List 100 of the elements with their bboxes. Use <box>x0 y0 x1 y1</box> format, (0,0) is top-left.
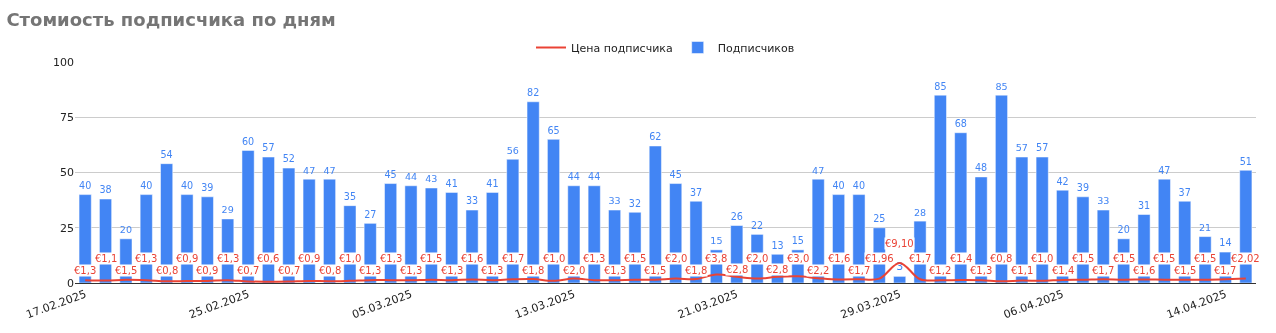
data-label: €0,9 <box>298 253 321 264</box>
data-label: €1,8 <box>522 265 545 276</box>
data-label: €1,5 <box>1153 253 1176 264</box>
data-label: 26 <box>730 210 743 222</box>
data-label: 39 <box>201 182 214 194</box>
data-label: €0,8 <box>156 265 179 276</box>
data-label: €1,7 <box>1092 265 1115 276</box>
data-label: 33 <box>465 195 479 207</box>
data-label: €2,0 <box>563 265 586 276</box>
data-label: €1,3 <box>441 265 464 276</box>
data-label: 62 <box>649 131 662 143</box>
data-label: €0,8 <box>319 265 342 276</box>
data-label: 47 <box>303 164 316 176</box>
data-label: 40 <box>79 179 92 191</box>
data-label: 45 <box>669 168 682 180</box>
data-label: €1,3 <box>481 265 504 276</box>
data-label: €1,6 <box>828 253 851 264</box>
data-label: 15 <box>710 235 723 247</box>
data-label: 47 <box>323 164 336 176</box>
data-label: €1,8 <box>685 265 708 276</box>
data-label: €2,0 <box>665 253 688 264</box>
data-label: €1,1 <box>95 253 118 264</box>
data-label: €1,4 <box>1052 265 1075 276</box>
data-label: €1,6 <box>461 253 484 264</box>
data-label: 57 <box>262 142 275 154</box>
data-label: €1,7 <box>1214 265 1237 276</box>
data-label: 44 <box>588 171 601 183</box>
data-label: 85 <box>934 80 947 92</box>
data-label: 68 <box>954 118 967 130</box>
data-label: 40 <box>180 179 194 191</box>
data-label: €1,7 <box>502 253 525 264</box>
y-tick-label: 100 <box>53 55 74 69</box>
data-label: 21 <box>1198 221 1212 233</box>
data-label: €1,5 <box>1194 253 1217 264</box>
data-label: €1,5 <box>420 253 443 264</box>
data-label: 54 <box>160 149 173 161</box>
data-label: €1,3 <box>400 265 423 276</box>
data-label: €2,0 <box>746 253 769 264</box>
data-label: €1,3 <box>135 253 158 264</box>
data-label: €0,7 <box>237 265 260 276</box>
y-tick-label: 50 <box>60 166 74 180</box>
data-label: 42 <box>1056 175 1069 187</box>
data-label: €0,7 <box>278 265 301 276</box>
data-label: €1,3 <box>217 253 240 264</box>
y-tick-label: 75 <box>60 111 74 125</box>
data-label: €1,5 <box>1113 253 1136 264</box>
data-label: €1,0 <box>1031 253 1054 264</box>
legend-label: Подписчиков <box>717 41 795 55</box>
data-label: 37 <box>689 186 703 198</box>
data-label: €1,0 <box>543 253 566 264</box>
data-label: 45 <box>384 168 397 180</box>
data-label: 43 <box>425 173 438 185</box>
y-tick-label: 0 <box>67 276 74 290</box>
data-label: €1,3 <box>604 265 627 276</box>
data-label: 20 <box>1117 224 1130 236</box>
data-label: 57 <box>1015 142 1028 154</box>
data-label: €1,3 <box>583 253 606 264</box>
data-label: 65 <box>547 124 560 136</box>
data-label: €3,0 <box>787 253 810 264</box>
data-label: 32 <box>628 197 642 209</box>
data-label: €2,2 <box>807 265 830 276</box>
data-label: 56 <box>506 144 519 156</box>
data-label: 40 <box>832 179 845 191</box>
data-label: €1,3 <box>380 253 403 264</box>
bar <box>893 276 907 283</box>
data-label: €1,6 <box>1133 265 1156 276</box>
data-label: 22 <box>751 219 764 231</box>
data-label: 44 <box>404 171 418 183</box>
data-label: 38 <box>99 184 112 196</box>
data-label: 33 <box>608 195 621 207</box>
data-label: €1,7 <box>909 253 932 264</box>
data-label: 47 <box>1158 164 1171 176</box>
data-label: 28 <box>913 206 927 218</box>
data-label: 51 <box>1239 155 1252 167</box>
data-label: €1,2 <box>929 265 952 276</box>
data-label: 35 <box>343 191 356 203</box>
data-label: 47 <box>812 164 825 176</box>
data-label: 52 <box>282 153 295 165</box>
data-label: 39 <box>1076 182 1090 194</box>
data-label: €1,4 <box>950 253 973 264</box>
data-label: €1,96 <box>865 253 894 264</box>
data-label: €2,8 <box>726 264 749 275</box>
data-label: 25 <box>873 213 886 225</box>
data-label: 60 <box>241 135 255 147</box>
data-label: €1,5 <box>1072 253 1095 264</box>
data-label: €0,9 <box>196 265 219 276</box>
data-label: 40 <box>140 179 153 191</box>
data-label: €0,6 <box>257 253 280 264</box>
data-label: 85 <box>995 80 1008 92</box>
data-label: 41 <box>486 177 499 189</box>
data-label: €9,10 <box>885 238 914 249</box>
data-label: 44 <box>567 171 580 183</box>
data-label: 27 <box>364 208 377 220</box>
data-label: €1,1 <box>1011 265 1034 276</box>
data-label: 33 <box>1097 195 1110 207</box>
data-label: €1,5 <box>624 253 647 264</box>
data-label: 40 <box>852 179 866 191</box>
legend-label: Цена подписчика <box>571 41 673 55</box>
data-label: 15 <box>791 235 804 247</box>
data-label: 29 <box>221 204 234 216</box>
